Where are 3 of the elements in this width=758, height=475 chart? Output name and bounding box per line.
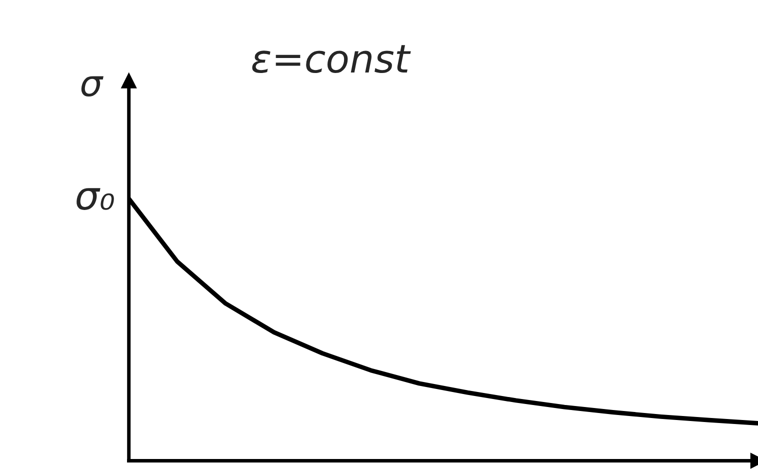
text: σ₀ bbox=[76, 188, 114, 210]
y-axis-title: σ bbox=[81, 76, 104, 97]
text: ε=const bbox=[252, 45, 411, 74]
